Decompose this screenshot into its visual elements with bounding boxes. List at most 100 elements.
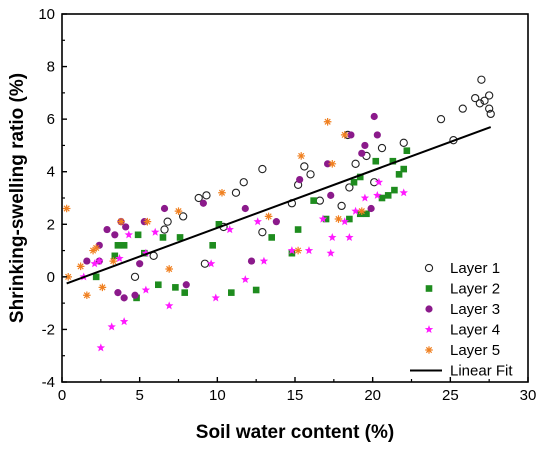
layer-3-point <box>370 112 378 121</box>
layer-4-point <box>165 301 174 310</box>
x-tick-label: 30 <box>520 387 537 404</box>
layer-3-point <box>367 204 375 213</box>
layer-2-point <box>120 242 128 249</box>
layer-2-point <box>356 173 364 181</box>
x-tick-label: 5 <box>135 387 143 404</box>
layer-3-point <box>131 291 139 299</box>
layer-5-point <box>62 204 71 213</box>
y-tick-label: -2 <box>42 321 55 338</box>
y-tick-label: 6 <box>47 111 55 128</box>
layer-1-point <box>345 183 354 192</box>
layer-5-point <box>117 217 125 226</box>
layer-2-point <box>372 157 380 165</box>
layer-2-point <box>114 242 122 249</box>
layer-2-point <box>215 220 223 228</box>
layer-1-point <box>258 228 267 237</box>
legend-label-linear-fit: Linear Fit <box>450 363 513 380</box>
layer-1-point <box>480 96 489 105</box>
layer-5-point <box>98 283 107 292</box>
legend-label-layer-5: Layer 5 <box>450 342 500 359</box>
layer-5-point <box>294 246 302 255</box>
x-tick-label: 0 <box>58 387 66 404</box>
layer-5-point <box>64 273 73 281</box>
layer-4-point <box>141 248 151 257</box>
layer-4-point <box>225 225 234 234</box>
layer-2-point <box>350 178 358 186</box>
y-tick-label: 0 <box>47 269 55 286</box>
layer-4-point <box>259 256 269 265</box>
legend-symbol-layer-3 <box>425 305 433 313</box>
plot-marks <box>62 75 495 352</box>
layer-5-point <box>340 131 349 139</box>
layer-5-point <box>328 160 337 168</box>
layer-4-point <box>119 317 129 326</box>
legend-symbol-layer-4 <box>424 325 434 334</box>
layer-4-point <box>107 322 116 331</box>
layer-2-point <box>310 197 317 204</box>
layer-4-point <box>141 285 151 294</box>
layer-3-point <box>361 141 369 150</box>
layer-5-point <box>357 207 366 215</box>
layer-5-point <box>83 291 91 300</box>
layer-3-point <box>327 191 335 199</box>
layer-1-point <box>194 193 203 203</box>
legend-label-layer-4: Layer 4 <box>450 322 500 339</box>
layer-2-point <box>172 284 179 291</box>
layer-2-point <box>252 286 260 294</box>
layer-3-point <box>296 176 304 184</box>
layer-1-point <box>179 212 188 221</box>
layer-2-point <box>209 242 216 249</box>
layer-3-point <box>358 149 366 157</box>
layer-1-point <box>202 191 211 200</box>
layer-3-point <box>347 131 355 139</box>
layer-4-point <box>211 293 220 302</box>
layer-1-point <box>231 188 241 197</box>
layer-1-point <box>377 143 387 153</box>
layer-2-point <box>294 226 302 233</box>
layer-3-point <box>373 131 381 139</box>
axes: 0 5 10 15 20 25 30 -4 -2 0 2 4 6 8 10 <box>38 6 536 404</box>
layer-1-point <box>258 164 267 174</box>
layer-1-point <box>160 225 169 234</box>
layer-3-point <box>114 289 122 297</box>
layer-1-point <box>475 99 484 108</box>
layer-3-point <box>83 257 91 265</box>
layer-2-point <box>159 234 167 241</box>
layer-1-point <box>315 196 325 205</box>
layer-2-point <box>378 194 386 202</box>
layer-5-point <box>143 217 152 226</box>
layer-2-point <box>389 157 397 165</box>
layer-2-point <box>356 210 364 218</box>
layer-3-point <box>182 281 190 289</box>
layer-3-point <box>272 218 280 226</box>
layer-4-point <box>360 193 370 202</box>
layer-2-point <box>181 289 189 296</box>
y-tick-label: -4 <box>42 374 55 391</box>
layer-1-point <box>163 217 172 226</box>
layer-4-point <box>95 256 104 265</box>
layer-4-point <box>304 246 314 255</box>
layer-1-point <box>306 170 315 179</box>
layer-2-point <box>155 281 162 289</box>
y-tick-label: 8 <box>47 59 55 76</box>
layer-5-point <box>323 117 332 126</box>
layer-4-point <box>326 248 335 257</box>
layer-2-point <box>395 171 403 178</box>
layer-4-point <box>241 275 250 284</box>
layer-5-point <box>89 246 97 255</box>
x-tick-label: 15 <box>287 387 304 404</box>
layer-3-point <box>122 223 130 231</box>
layer-4-point <box>90 259 99 268</box>
x-axis-title: Soil water content (%) <box>196 422 394 443</box>
layer-3-point <box>160 204 169 213</box>
y-axis-title: Shrinking-swelling ratio (%) <box>7 73 28 323</box>
layer-1-point <box>399 138 408 147</box>
linear-fit-line <box>66 126 492 285</box>
layer-2-point <box>363 210 370 218</box>
layer-2-point <box>384 192 392 199</box>
y-tick-label: 4 <box>47 164 55 181</box>
layer-5-point <box>76 262 85 271</box>
layer-4-point <box>115 254 124 263</box>
layer-2-point <box>288 249 296 257</box>
layer-2-point <box>92 273 100 281</box>
